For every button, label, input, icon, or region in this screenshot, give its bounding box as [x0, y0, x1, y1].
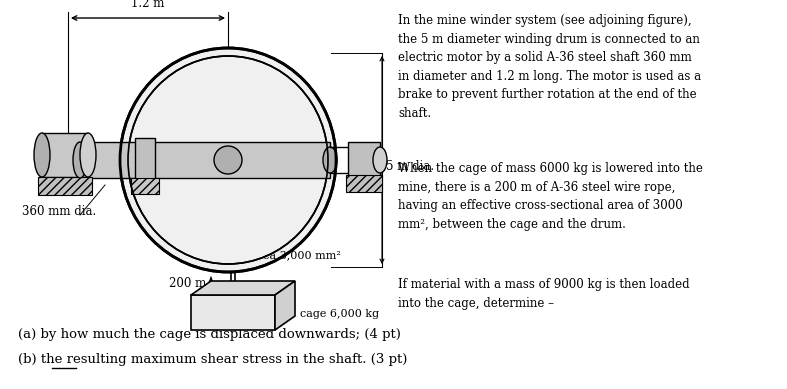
Ellipse shape — [128, 56, 328, 264]
Polygon shape — [275, 281, 295, 330]
Text: cage 6,000 kg: cage 6,000 kg — [300, 309, 379, 319]
Text: 360 mm dia.: 360 mm dia. — [22, 205, 96, 218]
Ellipse shape — [373, 147, 387, 173]
Polygon shape — [131, 178, 159, 194]
Polygon shape — [348, 142, 380, 178]
Text: If material with a mass of 9000 kg is then loaded
into the cage, determine –: If material with a mass of 9000 kg is th… — [398, 278, 689, 310]
Ellipse shape — [80, 133, 96, 177]
Ellipse shape — [120, 48, 336, 272]
Text: In the mine winder system (see adjoining figure),
the 5 m diameter winding drum : In the mine winder system (see adjoining… — [398, 14, 701, 119]
Polygon shape — [80, 142, 330, 178]
Polygon shape — [135, 138, 155, 182]
Ellipse shape — [34, 133, 50, 177]
Ellipse shape — [323, 147, 337, 173]
Polygon shape — [191, 281, 295, 295]
Polygon shape — [42, 133, 88, 177]
Text: When the cage of mass 6000 kg is lowered into the
mine, there is a 200 m of A-36: When the cage of mass 6000 kg is lowered… — [398, 162, 703, 231]
Polygon shape — [38, 177, 92, 195]
Ellipse shape — [354, 149, 366, 171]
Text: (b) the resulting maximum shear stress in the shaft. (3 pt): (b) the resulting maximum shear stress i… — [18, 353, 408, 366]
Polygon shape — [191, 295, 275, 330]
Ellipse shape — [214, 146, 242, 174]
Text: 200 m: 200 m — [168, 277, 206, 290]
Ellipse shape — [73, 142, 87, 178]
Text: area 3,000 mm²: area 3,000 mm² — [251, 250, 341, 260]
Text: (a) by how much the cage is displaced downwards; (4 pt): (a) by how much the cage is displaced do… — [18, 328, 401, 341]
Text: 5 m dia.: 5 m dia. — [386, 159, 434, 172]
Polygon shape — [346, 175, 382, 192]
Text: 1.2 m: 1.2 m — [131, 0, 164, 10]
